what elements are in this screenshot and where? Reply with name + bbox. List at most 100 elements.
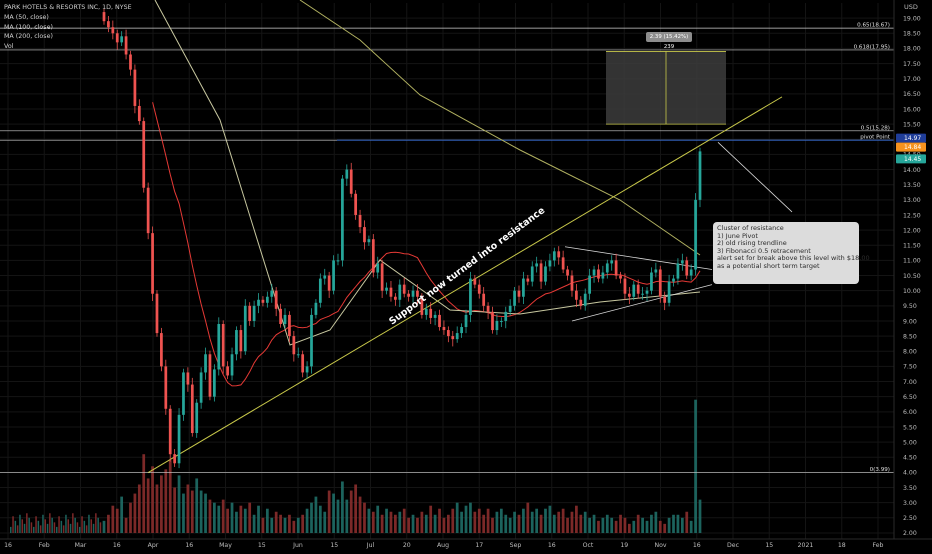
candle bbox=[142, 121, 146, 188]
volume-bar bbox=[535, 508, 539, 533]
volume-bar bbox=[235, 511, 238, 533]
candle bbox=[168, 408, 172, 455]
volume-bar bbox=[257, 505, 260, 533]
volume-bar bbox=[336, 499, 340, 533]
volume-bar bbox=[67, 519, 69, 533]
ma100-legend[interactable]: MA (100, close) bbox=[4, 23, 53, 31]
candle bbox=[579, 299, 583, 306]
x-tick-label: 16 bbox=[185, 542, 193, 549]
x-tick-label: Jul bbox=[366, 542, 375, 549]
candle bbox=[473, 278, 477, 285]
volume-bar bbox=[597, 520, 600, 533]
volume-bar bbox=[477, 508, 481, 533]
volume-bar bbox=[133, 493, 137, 533]
candle bbox=[469, 278, 472, 315]
price-tag-label: 14.45 bbox=[904, 156, 921, 163]
volume-bar bbox=[30, 522, 33, 533]
volume-bar bbox=[627, 523, 631, 533]
volume-bar bbox=[76, 522, 79, 533]
volume-bar bbox=[37, 520, 40, 533]
volume-bar bbox=[16, 525, 19, 533]
volume-bar bbox=[217, 505, 221, 533]
candle bbox=[526, 278, 530, 282]
y-tick-label: 6.50 bbox=[903, 394, 917, 401]
y-axis-unit: USD bbox=[904, 3, 918, 11]
candle bbox=[102, 12, 106, 22]
candle bbox=[173, 454, 177, 464]
volume-legend[interactable]: Vol bbox=[4, 43, 14, 51]
fib-level-label: 0.65(18.67) bbox=[857, 23, 890, 29]
volume-bar bbox=[28, 517, 30, 533]
candle bbox=[477, 284, 481, 294]
measure-label: 2.39 (15.42%) 239 bbox=[646, 32, 692, 50]
candle bbox=[438, 314, 441, 328]
candle bbox=[464, 314, 468, 328]
volume-bar bbox=[243, 508, 247, 533]
volume-bar bbox=[265, 508, 269, 533]
candle bbox=[636, 284, 640, 294]
candle bbox=[407, 293, 410, 297]
volume-bar bbox=[301, 514, 305, 533]
y-tick-label: 8.00 bbox=[903, 349, 917, 356]
volume-bar bbox=[12, 516, 14, 533]
y-tick-label: 12.00 bbox=[903, 227, 921, 234]
candle bbox=[680, 260, 684, 264]
candle bbox=[190, 384, 194, 434]
candle bbox=[129, 54, 132, 70]
ma200-legend[interactable]: MA (200, close) bbox=[4, 33, 53, 41]
volume-bar bbox=[323, 511, 327, 533]
candle bbox=[226, 366, 229, 376]
volume-bar bbox=[451, 508, 455, 533]
x-tick-label: Aug bbox=[437, 542, 449, 549]
callout-pointer bbox=[717, 142, 793, 213]
volume-bar bbox=[641, 517, 644, 533]
volume-bar bbox=[495, 511, 499, 533]
y-tick-label: 9.50 bbox=[903, 303, 917, 310]
candle bbox=[327, 275, 331, 291]
candle bbox=[354, 193, 358, 215]
candle bbox=[199, 372, 203, 403]
candle bbox=[279, 308, 282, 324]
volume-bar bbox=[645, 520, 649, 533]
volume-bar bbox=[79, 526, 81, 533]
volume-bar bbox=[33, 526, 35, 533]
candle bbox=[667, 281, 671, 303]
candle bbox=[164, 366, 168, 409]
volume-bar bbox=[226, 508, 229, 533]
candle bbox=[376, 263, 380, 273]
annotation-callout[interactable]: Cluster of resistance 1) June Pivot 2) o… bbox=[713, 222, 870, 284]
volume-bar bbox=[23, 523, 26, 533]
ma50-legend[interactable]: MA (50, close) bbox=[4, 13, 49, 21]
volume-bar bbox=[455, 502, 459, 533]
volume-bar bbox=[213, 502, 216, 533]
candle bbox=[310, 314, 313, 367]
y-tick-label: 2.00 bbox=[903, 530, 917, 537]
volume-bar bbox=[168, 460, 172, 533]
candle bbox=[522, 278, 525, 297]
volume-bar bbox=[469, 502, 472, 533]
volume-bar bbox=[102, 520, 106, 533]
volume-bar bbox=[482, 514, 486, 533]
y-tick-label: 8.50 bbox=[903, 333, 917, 340]
symbol-title: PARK HOTELS & RESORTS INC, 1D, NYSE bbox=[4, 4, 132, 11]
candle bbox=[389, 287, 393, 297]
volume-bar bbox=[204, 493, 207, 533]
x-tick-label: 15 bbox=[258, 542, 266, 549]
volume-bar bbox=[672, 514, 675, 533]
candle bbox=[548, 260, 552, 267]
volume-bar bbox=[623, 517, 627, 533]
candle bbox=[535, 263, 539, 267]
y-tick-label: 5.50 bbox=[903, 424, 917, 431]
volume-bar bbox=[155, 484, 159, 533]
volume-bar bbox=[19, 514, 21, 533]
candle bbox=[632, 284, 636, 297]
volume-bar bbox=[592, 514, 596, 533]
candle bbox=[654, 269, 658, 273]
y-tick-label: 14.00 bbox=[903, 167, 921, 174]
volume-bar bbox=[380, 514, 384, 533]
volume-bar bbox=[508, 517, 512, 533]
volume-bar bbox=[385, 508, 388, 533]
y-tick-label: 11.00 bbox=[903, 258, 921, 265]
volume-bar bbox=[698, 499, 702, 533]
